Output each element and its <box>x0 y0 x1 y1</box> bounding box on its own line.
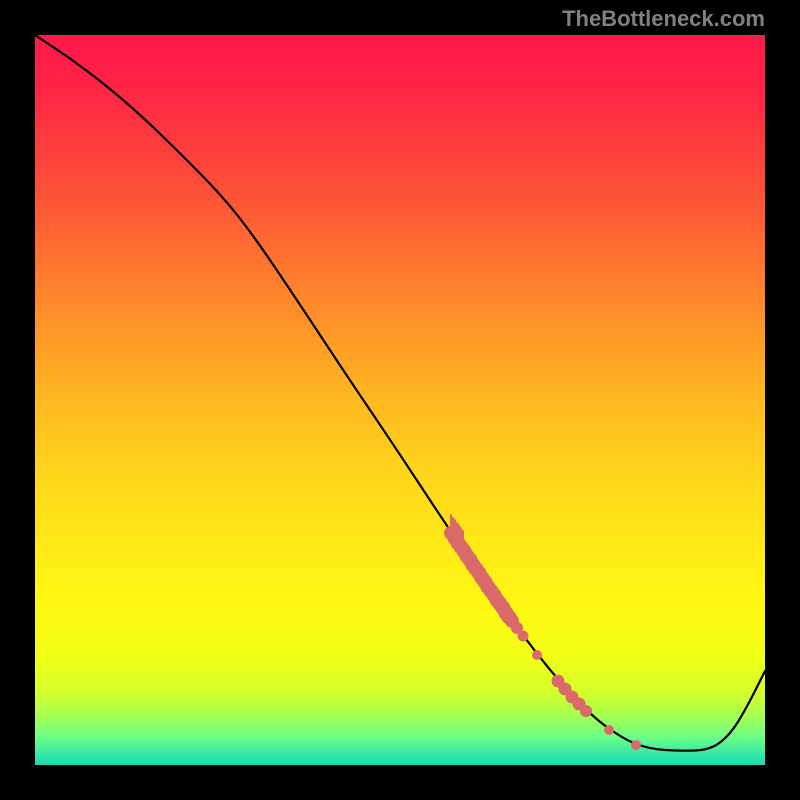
marker-dots <box>444 526 641 750</box>
watermark-text: TheBottleneck.com <box>562 6 765 32</box>
marker-dot <box>604 725 614 735</box>
marker-dot <box>532 650 542 660</box>
marker-dot <box>580 705 592 717</box>
bottleneck-curve <box>35 35 765 751</box>
plot-area <box>35 35 765 765</box>
marker-dot <box>631 740 641 750</box>
chart-frame: TheBottleneck.com <box>0 0 800 800</box>
marker-dot <box>518 631 529 642</box>
chart-svg <box>35 35 765 765</box>
